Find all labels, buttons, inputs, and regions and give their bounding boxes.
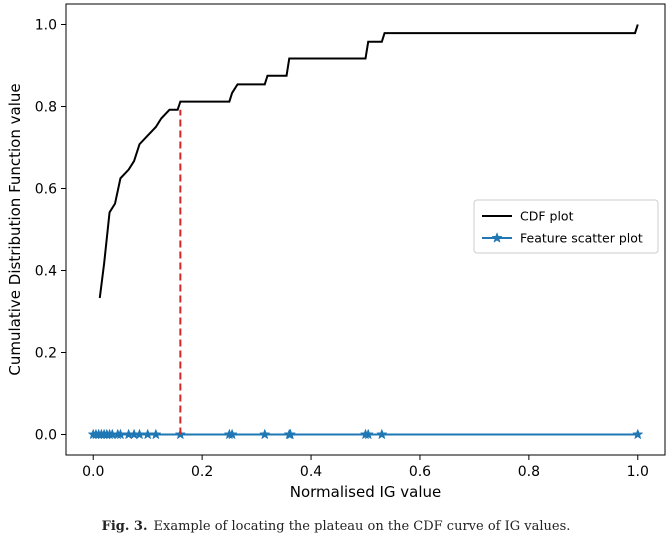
plot-frame [65, 3, 666, 456]
x-tick-label: 0.6 [409, 464, 431, 480]
y-tick-label: 0.0 [35, 428, 57, 444]
chart: 0.0 0.2 0.4 0.6 0.8 1.0 0.0 0.2 0.4 0.6 0.8 1.0 No… [6, 3, 666, 501]
x-tick-label: 0.4 [300, 464, 322, 480]
scatter-point [284, 428, 296, 440]
scatter-point [362, 428, 374, 440]
legend: CDF plot Feature scatter plot [473, 199, 659, 254]
legend-box [473, 199, 659, 254]
x-tick-label: 0.2 [191, 464, 213, 480]
scatter-point [226, 428, 238, 440]
x-axis-ticks: 0.0 0.2 0.4 0.6 0.8 1.0 [82, 455, 649, 480]
y-tick-label: 0.8 [35, 100, 57, 116]
data-layer [87, 24, 644, 440]
x-tick-label: 1.0 [627, 464, 649, 480]
y-tick-label: 1.0 [35, 18, 57, 34]
legend-label-scatter: Feature scatter plot [520, 231, 643, 246]
x-tick-label: 0.8 [518, 464, 540, 480]
y-axis-label: Cumulative Distribution Function value [6, 83, 24, 375]
series-cdf-line [98, 24, 639, 299]
legend-label-cdf: CDF plot [520, 209, 574, 224]
y-tick-label: 0.6 [35, 182, 57, 198]
scatter-point [632, 428, 644, 440]
figure-number: Fig. 3. [101, 519, 148, 534]
scatter-point [259, 428, 271, 440]
caption-text: Example of locating the plateau on the C… [153, 519, 571, 534]
y-tick-label: 0.2 [35, 346, 57, 362]
legend-star-marker [491, 232, 503, 243]
scatter-point [376, 428, 388, 440]
scatter-point [150, 428, 162, 440]
legend-star-icon [491, 232, 503, 243]
x-tick-label: 0.0 [82, 464, 104, 480]
y-axis-ticks: 0.0 0.2 0.4 0.6 0.8 1.0 [35, 18, 66, 444]
figure-caption: Fig. 3. Example of locating the plateau o… [0, 519, 672, 534]
y-tick-label: 0.4 [35, 264, 57, 280]
x-axis-label: Normalised IG value [290, 483, 442, 501]
